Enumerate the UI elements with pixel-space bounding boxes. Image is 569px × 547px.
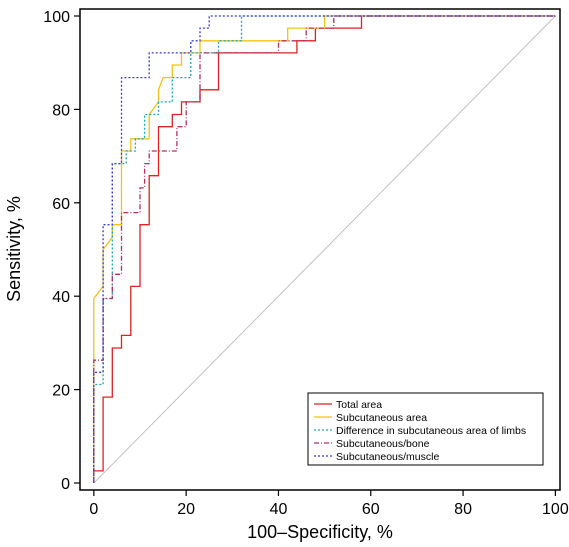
x-tick-label: 80 <box>454 501 472 518</box>
series-group <box>93 15 556 483</box>
x-axis-title: 100–Specificity, % <box>247 522 393 542</box>
x-tick-label: 100 <box>542 501 569 518</box>
legend-label: Subcutaneous/muscle <box>336 451 439 463</box>
y-tick-label: 20 <box>52 383 70 400</box>
legend-label: Difference in subcutaneous area of limbs <box>336 425 526 437</box>
y-tick-label: 100 <box>43 9 70 26</box>
y-axis-ticks: 0 20 40 60 80 100 <box>43 9 80 493</box>
y-tick-label: 80 <box>52 102 70 119</box>
series-line-4 <box>93 15 556 483</box>
legend-box <box>307 392 544 466</box>
x-tick-label: 20 <box>177 501 195 518</box>
legend-label: Subcutaneous/bone <box>336 438 430 450</box>
legend-label: Total area <box>336 399 382 411</box>
series-line-1 <box>93 15 556 483</box>
y-tick-label: 0 <box>61 476 70 493</box>
reference-diagonal-line <box>93 15 556 484</box>
x-tick-label: 60 <box>362 501 380 518</box>
x-axis-ticks: 0 20 40 60 80 100 <box>89 490 569 518</box>
x-tick-label: 0 <box>89 501 98 518</box>
series-line-5 <box>93 15 556 483</box>
y-tick-label: 40 <box>52 289 70 306</box>
y-axis-title: Sensitivity, % <box>4 196 24 302</box>
x-tick-label: 40 <box>270 501 288 518</box>
legend-label: Subcutaneous area <box>336 412 427 424</box>
y-tick-label: 60 <box>52 196 70 213</box>
